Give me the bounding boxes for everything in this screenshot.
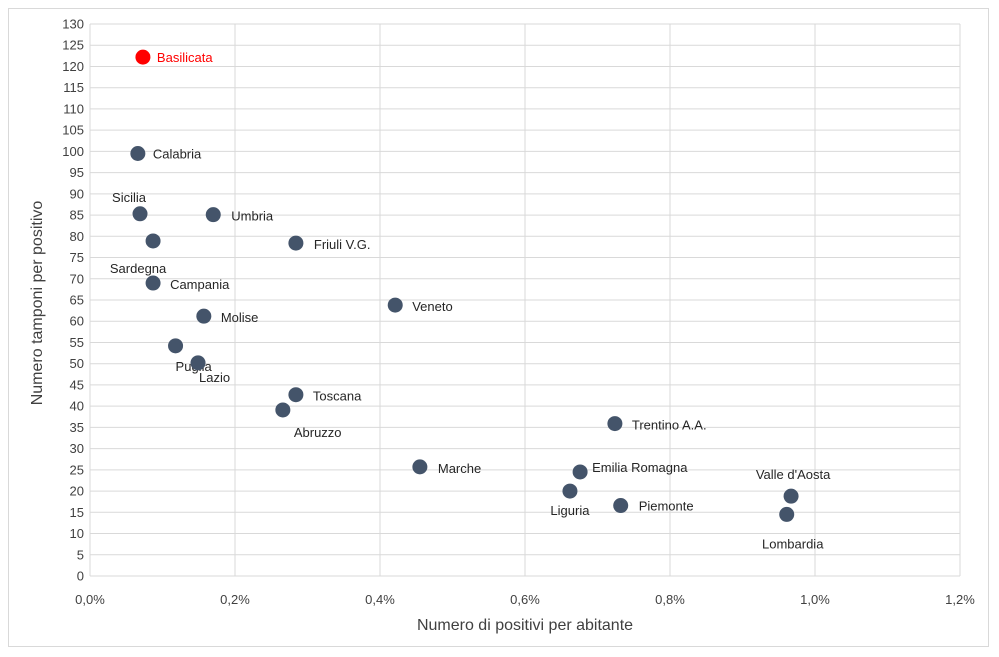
y-tick-label: 25	[70, 462, 84, 477]
point-label-sardegna: Sardegna	[110, 261, 167, 276]
point-valle-d-aosta	[783, 488, 799, 504]
point-piemonte	[613, 498, 629, 514]
y-tick-label: 40	[70, 399, 84, 414]
x-axis-ticks: 0,0% 0,2% 0,4% 0,6% 0,8% 1,0% 1,2%	[75, 592, 975, 607]
y-tick-label: 75	[70, 250, 84, 265]
point-label-calabria: Calabria	[153, 147, 202, 162]
point-label-valle-d-aosta: Valle d'Aosta	[756, 467, 831, 482]
point-lazio	[190, 355, 206, 371]
y-tick-label: 70	[70, 271, 84, 286]
point-label-campania: Campania	[170, 277, 230, 292]
chart-frame	[8, 8, 989, 647]
y-tick-label: 100	[62, 144, 84, 159]
point-label-basilicata: Basilicata	[157, 50, 213, 65]
point-label-marche: Marche	[438, 461, 481, 476]
data-points: Basilicata Calabria Sicilia Sardegna Umbria F…	[110, 49, 831, 551]
y-tick-label: 95	[70, 165, 84, 180]
point-toscana	[288, 387, 304, 403]
y-tick-label: 0	[77, 569, 84, 584]
point-trentino-a-a	[607, 416, 623, 432]
point-umbria	[205, 207, 221, 223]
point-label-sicilia: Sicilia	[112, 190, 147, 205]
point-label-veneto: Veneto	[412, 299, 453, 314]
point-label-trentino-a-a: Trentino A.A.	[632, 418, 707, 433]
point-friuli-v-g	[288, 235, 304, 251]
x-axis-title: Numero di positivi per abitante	[417, 617, 633, 634]
point-molise	[196, 308, 212, 324]
point-label-lazio: Lazio	[199, 370, 230, 385]
y-tick-label: 60	[70, 314, 84, 329]
y-tick-label: 125	[62, 38, 84, 53]
x-tick-label: 0,6%	[510, 592, 540, 607]
y-tick-label: 65	[70, 293, 84, 308]
point-label-liguria: Liguria	[550, 503, 590, 518]
y-tick-label: 90	[70, 186, 84, 201]
y-axis-ticks: 0 5 10 15 20 25 30 35 40 45 50 55 60 65 70 75 80 85 90 95 10…	[62, 17, 84, 584]
y-tick-label: 15	[70, 505, 84, 520]
point-liguria	[562, 483, 578, 499]
y-tick-label: 10	[70, 526, 84, 541]
point-basilicata	[135, 49, 151, 65]
point-label-toscana: Toscana	[313, 389, 362, 404]
y-tick-label: 35	[70, 420, 84, 435]
y-tick-label: 45	[70, 377, 84, 392]
y-tick-label: 80	[70, 229, 84, 244]
x-tick-label: 0,0%	[75, 592, 105, 607]
point-label-abruzzo: Abruzzo	[294, 425, 342, 440]
point-label-lombardia: Lombardia	[762, 536, 824, 551]
point-emilia-romagna	[572, 464, 588, 480]
point-abruzzo	[275, 402, 291, 418]
point-veneto	[387, 297, 403, 313]
y-tick-label: 120	[62, 59, 84, 74]
point-marche	[412, 459, 428, 475]
point-label-piemonte: Piemonte	[639, 499, 694, 514]
x-tick-label: 1,0%	[800, 592, 830, 607]
point-label-emilia-romagna: Emilia Romagna	[592, 460, 688, 475]
y-axis-title: Numero tamponi per positivo	[29, 201, 46, 406]
y-tick-label: 50	[70, 356, 84, 371]
y-tick-label: 85	[70, 208, 84, 223]
y-tick-label: 105	[62, 123, 84, 138]
point-label-molise: Molise	[221, 310, 259, 325]
x-tick-label: 0,2%	[220, 592, 250, 607]
x-tick-label: 0,8%	[655, 592, 685, 607]
point-lombardia	[779, 506, 795, 522]
y-tick-label: 30	[70, 441, 84, 456]
y-tick-label: 130	[62, 17, 84, 32]
point-label-friuli-v-g: Friuli V.G.	[314, 237, 371, 252]
gridlines	[89, 23, 961, 577]
point-calabria	[130, 146, 146, 162]
y-tick-label: 115	[63, 80, 84, 95]
point-puglia	[168, 338, 184, 354]
y-tick-label: 5	[77, 547, 84, 562]
point-sicilia	[132, 206, 148, 222]
x-tick-label: 1,2%	[945, 592, 975, 607]
x-tick-label: 0,4%	[365, 592, 395, 607]
y-tick-label: 20	[70, 484, 84, 499]
point-sardegna	[145, 233, 161, 249]
point-label-umbria: Umbria	[231, 209, 274, 224]
y-tick-label: 55	[70, 335, 84, 350]
point-campania	[145, 275, 161, 291]
y-tick-label: 110	[63, 101, 84, 116]
